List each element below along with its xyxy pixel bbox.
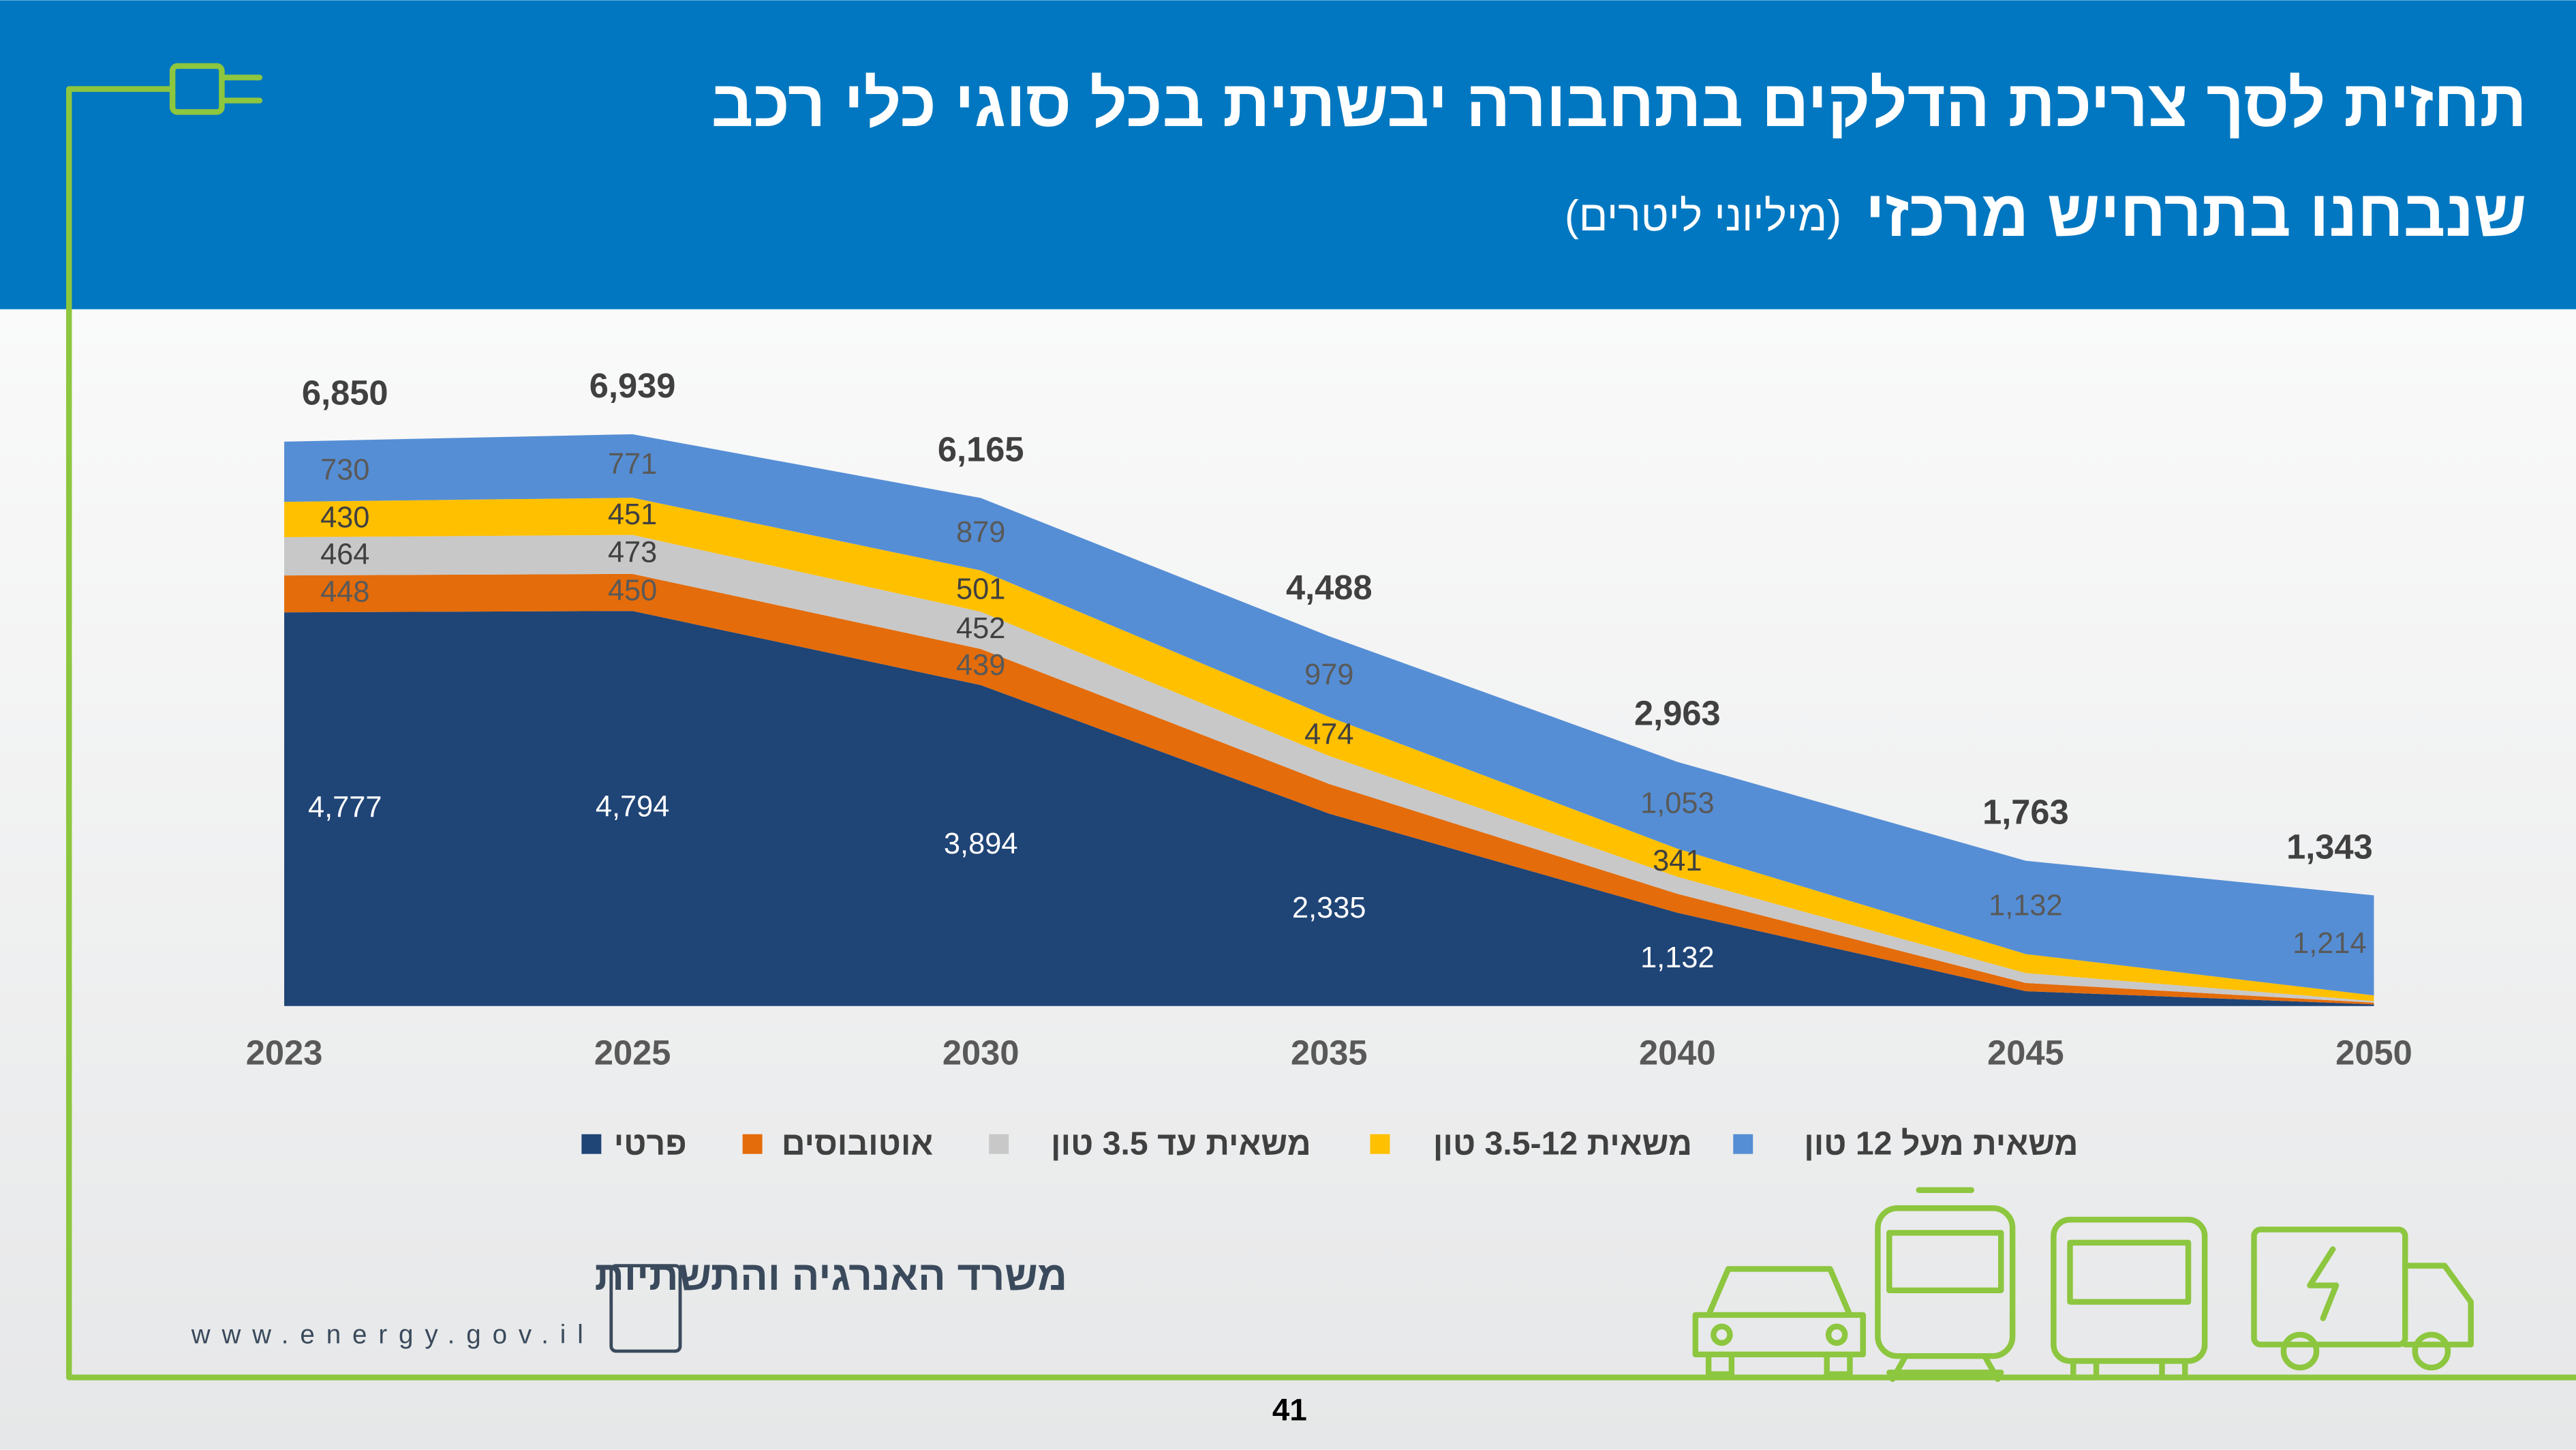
legend-label: משאית מעל 12 טון [1804, 1125, 2078, 1162]
value-label: 3,894 [944, 828, 1018, 860]
x-tick-label: 2045 [1987, 1033, 2064, 1072]
green-frame-line [66, 86, 2576, 1380]
value-label: 439 [956, 649, 1005, 682]
value-label: 452 [956, 612, 1005, 645]
total-label: 6,850 [302, 374, 388, 412]
x-tick-label: 2035 [1291, 1033, 1368, 1072]
total-label: 6,165 [938, 429, 1024, 468]
page-number: 41 [1272, 1392, 1307, 1427]
title-line-2: שנבחנו בתרחיש מרכזי (מיליוני ליטרים) [1565, 177, 2527, 250]
legend-label: משאית 3.5-12 טון [1433, 1125, 1692, 1162]
area-1 [284, 573, 2374, 1005]
value-label: 1,214 [2293, 927, 2367, 960]
legend-swatch [742, 1134, 763, 1154]
value-label: 730 [320, 453, 369, 486]
title-line-2-text: שנבחנו בתרחיש מרכזי [1865, 177, 2527, 250]
value-label: 341 [1653, 845, 1702, 877]
legend-label: אוטובוסים [782, 1125, 934, 1162]
total-label: 4,488 [1286, 568, 1373, 607]
legend-swatch [581, 1134, 602, 1154]
chart: 4,777 4,794 3,894 2,335 1,132 448 450 439 464 473… [246, 366, 2412, 1162]
value-label: 979 [1304, 659, 1353, 691]
area-3 [284, 498, 2374, 1001]
x-tick-label: 2030 [942, 1033, 1019, 1072]
value-label: 4,777 [308, 791, 382, 824]
header-band [0, 0, 2576, 309]
ministry-logo: משרד האנרגיה והתשתיות www.energy.gov.il [191, 1252, 1067, 1353]
ministry-url: www.energy.gov.il [191, 1320, 595, 1349]
value-label: 4,794 [596, 790, 670, 823]
x-tick-label: 2050 [2335, 1033, 2412, 1072]
value-label: 2,335 [1292, 892, 1366, 924]
value-label: 1,053 [1640, 787, 1715, 820]
total-label: 1,763 [1982, 792, 2069, 831]
x-tick-label: 2025 [594, 1033, 671, 1072]
total-label: 2,963 [1634, 693, 1721, 732]
value-label: 771 [608, 448, 657, 481]
value-label: 474 [1304, 719, 1353, 751]
value-label: 473 [608, 537, 657, 569]
subtitle: (מיליוני ליטרים) [1565, 192, 1841, 240]
legend-label: פרטי [614, 1125, 687, 1162]
area-2 [284, 534, 2374, 1003]
vehicle-icons [1692, 1187, 2474, 1383]
value-label: 430 [320, 502, 369, 534]
x-tick-label: 2023 [246, 1033, 323, 1072]
area-4 [284, 434, 2374, 996]
legend-swatch [1370, 1134, 1390, 1154]
area-0 [284, 611, 2374, 1006]
value-label: 879 [956, 516, 1005, 549]
value-label: 448 [320, 576, 369, 609]
x-tick-label: 2040 [1639, 1033, 1716, 1072]
total-label: 6,939 [589, 366, 676, 405]
value-label: 1,132 [1989, 890, 2063, 922]
value-label: 464 [320, 539, 369, 571]
value-label: 451 [608, 498, 657, 531]
emblem [609, 1264, 682, 1353]
total-label: 1,343 [2286, 827, 2373, 866]
value-label: 1,132 [1640, 941, 1715, 974]
legend-swatch [989, 1134, 1009, 1154]
value-label: 450 [608, 575, 657, 607]
ministry-name: משרד האנרגיה והתשתיות [595, 1252, 1067, 1299]
plug-icon [169, 63, 263, 115]
legend-label: משאית עד 3.5 טון [1051, 1125, 1311, 1162]
value-label: 501 [956, 573, 1005, 606]
legend-swatch [1733, 1134, 1753, 1154]
title-line-1: תחזית לסך צריכת הדלקים בתחבורה יבשתית בכ… [711, 67, 2527, 140]
